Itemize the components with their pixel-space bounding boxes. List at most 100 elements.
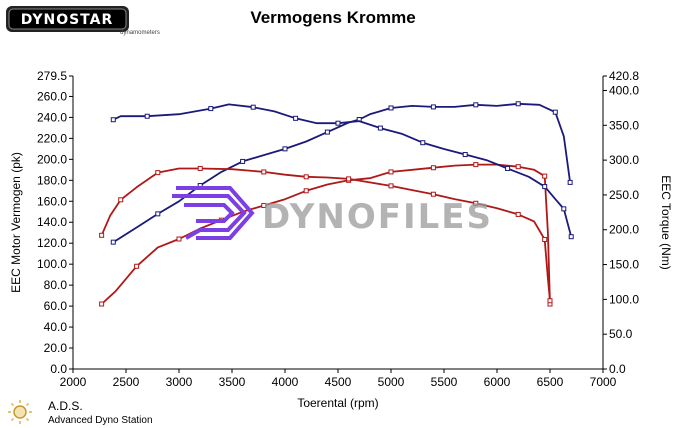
series-1-point [134, 263, 140, 269]
series-1-point [388, 169, 394, 175]
series-1-point [473, 162, 479, 168]
series-2-point [420, 140, 426, 146]
series-3-point [515, 211, 521, 217]
series-3-point [155, 170, 161, 176]
x-tick-label: 7000 [590, 375, 617, 389]
dynofiles-watermark: DYNOFILES [172, 186, 493, 240]
series-0-point [552, 109, 558, 115]
series-3-point [197, 165, 203, 171]
ads-name: Advanced Dyno Station [48, 415, 153, 426]
y2-tick-label: 200.0 [609, 223, 639, 237]
series-1-point [542, 173, 548, 179]
x-tick-label: 3000 [166, 375, 193, 389]
x-tick-label: 5000 [378, 375, 405, 389]
y-tick-label: 0.0 [50, 362, 67, 376]
series-1-point [176, 236, 182, 242]
series-0-point [388, 105, 394, 111]
series-layer [99, 101, 574, 307]
series-1-point [430, 165, 436, 171]
series-2-point [561, 206, 567, 212]
y2-tick-label: 350.0 [609, 118, 639, 132]
y-tick-label: 260.0 [37, 89, 67, 103]
series-2-point [377, 125, 383, 131]
series-2-point [542, 184, 548, 190]
axes: 2000 2500 3000 3500 4000 4500 5000 5500 6000 6500… [9, 69, 673, 410]
x-tick-label: 2500 [113, 375, 140, 389]
series-0-point [282, 146, 288, 152]
y-tick-label: 220.0 [37, 131, 67, 145]
logo-subtext: dynamometers [120, 30, 160, 36]
dynofiles-logo-icon [172, 186, 255, 240]
y2-tick-label: 250.0 [609, 188, 639, 202]
series-0-point [515, 101, 521, 107]
series-3-point [261, 169, 267, 175]
y-tick-label: 180.0 [37, 173, 67, 187]
series-0-point [567, 179, 573, 185]
ads-footer: A.D.S. Advanced Dyno Station [8, 399, 153, 426]
series-2-point [293, 115, 299, 121]
series-0-point [110, 239, 116, 245]
y-tick-label: 120.0 [37, 236, 67, 250]
series-3-point [547, 298, 553, 304]
y2-tick-label: 100.0 [609, 292, 639, 306]
x-tick-label: 6500 [537, 375, 564, 389]
logo-text: DYNOSTAR [21, 12, 114, 28]
y-tick-label: 60.0 [44, 299, 68, 313]
series-2-point [505, 165, 511, 171]
y-tick-label: 20.0 [44, 341, 68, 355]
y-tick-label: 279.5 [37, 69, 67, 83]
sun-icon [8, 400, 32, 424]
series-0-point [430, 104, 436, 110]
series-3-point [303, 174, 309, 180]
series-0-point [324, 129, 330, 135]
series-2-point [335, 120, 341, 126]
y-tick-label: 40.0 [44, 320, 68, 334]
series-2-point [568, 234, 574, 240]
x-tick-label: 5500 [431, 375, 458, 389]
x-tick-label: 4000 [272, 375, 299, 389]
series-1-point [515, 164, 521, 170]
series-3-point [473, 200, 479, 206]
y2-axis-label: EEC Torque (Nm) [659, 175, 673, 269]
series-3-point [118, 197, 124, 203]
y-tick-label: 160.0 [37, 194, 67, 208]
series-3-point [542, 236, 548, 242]
series-2-point [462, 152, 468, 158]
series-3-point [346, 176, 352, 182]
series-1-point [261, 202, 267, 208]
x-tick-label: 4500 [325, 375, 352, 389]
y2-tick-label: 50.0 [609, 327, 633, 341]
series-0-point [473, 102, 479, 108]
series-3-point [99, 232, 105, 238]
series-1-point [303, 188, 309, 194]
series-0-point [240, 158, 246, 164]
y2-tick-label: 0.0 [609, 362, 626, 376]
ads-abbr: A.D.S. [48, 399, 83, 413]
x-tick-label: 6000 [484, 375, 511, 389]
dynostar-logo: DYNOSTAR dynamometers [6, 6, 160, 36]
series-2-point [208, 106, 214, 112]
y-tick-label: 200.0 [37, 152, 67, 166]
chart-title: Vermogens Kromme [250, 8, 415, 27]
y-tick-label: 140.0 [37, 215, 67, 229]
x-tick-label: 2000 [60, 375, 87, 389]
y2-tick-label: 300.0 [609, 153, 639, 167]
y2-tick-label: 150.0 [609, 258, 639, 272]
y-tick-label: 100.0 [37, 257, 67, 271]
y-tick-label: 240.0 [37, 110, 67, 124]
series-2-point [110, 117, 116, 123]
series-2-point [144, 113, 150, 119]
x-axis-label: Toerental (rpm) [297, 396, 378, 410]
series-3-point [388, 183, 394, 189]
series-2-line [112, 103, 573, 237]
y2-tick-label: 420.8 [609, 69, 639, 83]
x-tick-label: 3500 [219, 375, 246, 389]
series-2-point [250, 104, 256, 110]
watermark-text: DYNOFILES [262, 197, 493, 237]
series-1-point [99, 301, 105, 307]
series-3-point [430, 191, 436, 197]
y2-tick-label: 400.0 [609, 83, 639, 97]
series-0-point [155, 211, 161, 217]
y-axis-label: EEC Motor Vermogen (pk) [9, 152, 23, 293]
